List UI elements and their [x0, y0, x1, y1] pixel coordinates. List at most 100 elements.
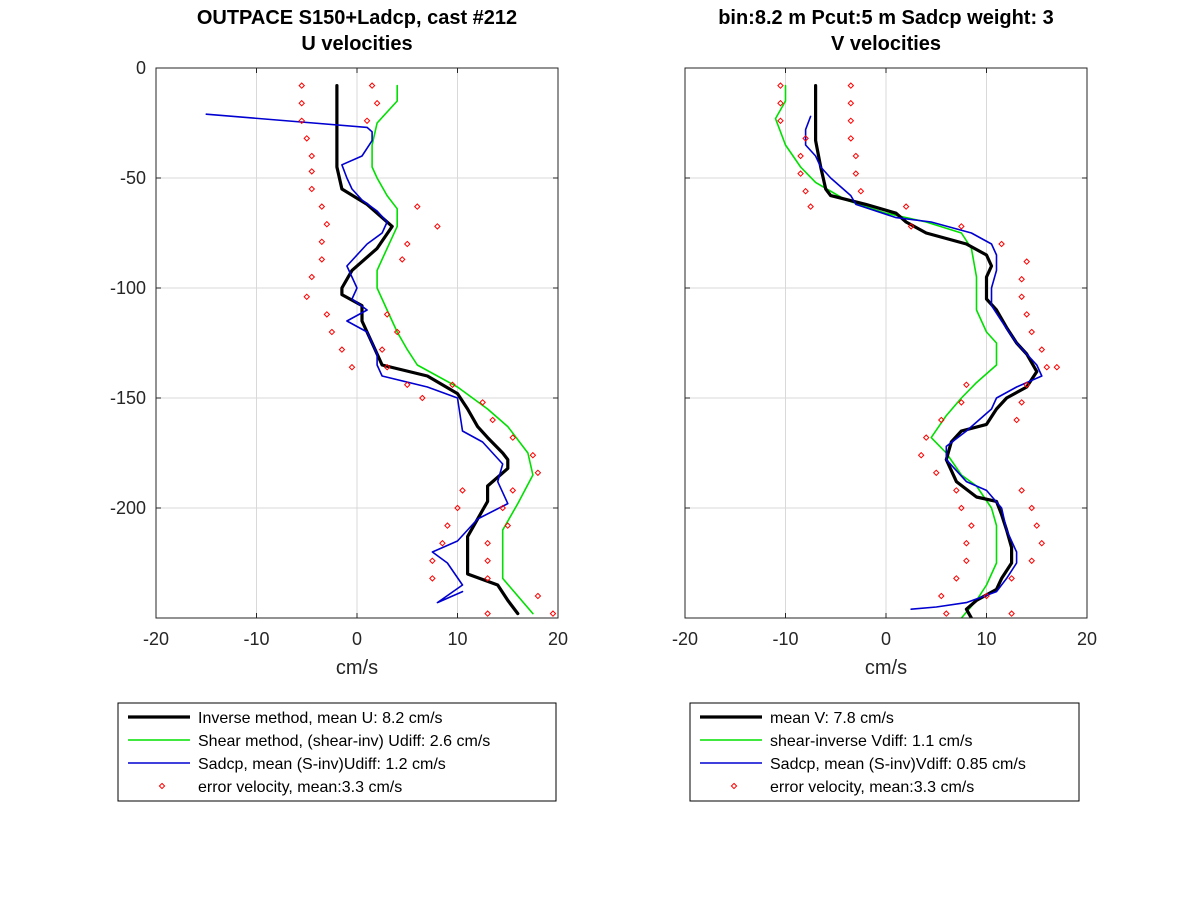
error-velocity-point	[942, 610, 950, 617]
error-velocity-point	[958, 504, 965, 512]
error-velocity-point	[484, 575, 491, 582]
error-velocity-point	[857, 187, 865, 195]
error-velocity-point	[777, 99, 784, 107]
chart-title-line: OUTPACE S150+Ladcp, cast #212	[197, 7, 517, 29]
error-velocity-point	[1018, 399, 1025, 406]
x-tick-label: 0	[352, 629, 362, 649]
error-velocity-point	[932, 469, 940, 477]
x-tick-label: 20	[1077, 629, 1097, 649]
error-velocity-point	[298, 82, 306, 89]
y-tick-label: -100	[110, 278, 146, 298]
legend-marker	[730, 782, 738, 790]
error-velocity-point	[499, 504, 507, 512]
sadcp-series-line	[804, 115, 1043, 610]
x-tick-label: -10	[772, 629, 798, 649]
error-velocity-point	[298, 117, 306, 125]
error-velocity-point	[403, 240, 411, 248]
error-velocity-point	[373, 99, 381, 107]
error-velocity-point	[1028, 557, 1036, 565]
error-velocity-point	[328, 328, 336, 336]
error-velocity-point	[504, 522, 512, 529]
legend-label: Inverse method, mean U: 8.2 cm/s	[198, 710, 443, 727]
error-velocity-point	[777, 117, 784, 125]
error-velocity-point	[363, 117, 371, 125]
error-velocity-point	[1033, 522, 1041, 529]
y-tick-label: 0	[136, 58, 146, 78]
chart-title-line: bin:8.2 m Pcut:5 m Sadcp weight: 3	[718, 7, 1054, 29]
error-velocity-point	[797, 152, 804, 160]
x-axis-label: cm/s	[865, 657, 907, 679]
error-velocity-point	[1043, 363, 1051, 371]
error-velocity-point	[937, 416, 945, 424]
error-velocity-point	[802, 135, 809, 142]
y-tick-label: -200	[110, 498, 146, 518]
error-velocity-point	[419, 394, 426, 402]
legend-box	[689, 702, 1080, 802]
error-velocity-point	[1028, 328, 1036, 336]
error-velocity-point	[318, 203, 326, 210]
error-velocity-point	[489, 416, 496, 424]
x-tick-label: 10	[447, 629, 467, 649]
error-velocity-point	[852, 170, 860, 177]
error-velocity-point	[434, 223, 441, 230]
legend-label: Shear method, (shear-inv) Udiff: 2.6 cm/…	[198, 733, 490, 750]
x-tick-label: 20	[548, 629, 568, 649]
error-velocity-point	[1023, 311, 1031, 318]
error-velocity-point	[937, 592, 945, 600]
error-velocity-point	[338, 346, 346, 353]
error-velocity-point	[998, 240, 1005, 248]
series-group	[774, 82, 1061, 618]
error-velocity-point	[383, 311, 391, 318]
error-velocity-point	[1018, 275, 1025, 283]
x-tick-label: 10	[976, 629, 996, 649]
error-velocity-point	[459, 487, 466, 494]
error-velocity-point	[323, 220, 331, 228]
error-velocity-point	[847, 117, 855, 125]
error-velocity-point	[1038, 539, 1046, 547]
error-velocity-point	[907, 223, 915, 230]
legend-label: shear-inverse Vdiff: 1.1 cm/s	[770, 733, 972, 750]
error-velocity-point	[1028, 504, 1036, 512]
error-velocity-point	[953, 575, 960, 582]
series-group	[205, 82, 557, 617]
chart-title-line: U velocities	[301, 33, 412, 55]
error-velocity-point	[1008, 575, 1015, 582]
error-velocity-point	[348, 363, 356, 371]
error-velocity-point	[403, 381, 411, 389]
error-velocity-point	[303, 293, 311, 301]
error-velocity-point	[509, 434, 517, 441]
error-velocity-point	[852, 152, 860, 160]
error-velocity-point	[308, 152, 316, 160]
error-velocity-point	[484, 539, 491, 547]
error-velocity-point	[847, 99, 855, 107]
error-velocity-point	[509, 487, 517, 494]
chart-title-line: V velocities	[831, 33, 941, 55]
error-velocity-point	[1023, 258, 1031, 265]
error-velocity-point	[484, 557, 491, 565]
error-velocity-point	[847, 82, 855, 89]
error-velocity-point	[1008, 610, 1015, 617]
error-velocity-point	[1018, 487, 1025, 494]
error-velocity-point	[429, 557, 436, 565]
legend-marker	[158, 782, 166, 790]
error-velocity-point	[484, 610, 491, 617]
x-tick-label: -20	[143, 629, 169, 649]
error-velocity-point	[902, 203, 910, 210]
error-velocity-point	[922, 434, 930, 441]
y-tick-label: -50	[120, 168, 146, 188]
error-velocity-point	[1013, 416, 1020, 424]
error-velocity-point	[1023, 381, 1031, 389]
error-velocity-point	[1018, 293, 1025, 301]
error-velocity-point	[953, 487, 960, 494]
error-velocity-point	[1053, 363, 1061, 371]
error-velocity-point	[968, 522, 975, 529]
error-velocity-point	[368, 82, 376, 89]
legend-label: Sadcp, mean (S-inv)Udiff: 1.2 cm/s	[198, 756, 446, 773]
error-velocity-point	[534, 469, 542, 477]
error-velocity-point	[378, 346, 386, 353]
error-velocity-point	[429, 575, 436, 582]
error-velocity-point	[1038, 346, 1046, 353]
error-velocity-point	[413, 203, 421, 210]
